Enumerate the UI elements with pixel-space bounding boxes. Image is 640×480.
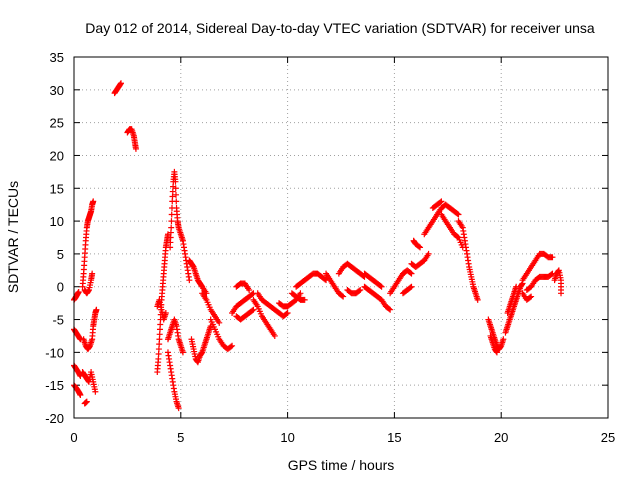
- data-point: [407, 269, 414, 276]
- plot-frame: [73, 56, 609, 419]
- data-point: [357, 287, 364, 294]
- data-point: [89, 270, 96, 277]
- data-point: [92, 388, 99, 395]
- data-point: [417, 244, 424, 251]
- data-point: [117, 80, 124, 87]
- data-point: [548, 271, 555, 278]
- data-point: [455, 211, 462, 218]
- data-point: [558, 290, 565, 297]
- data-point: [437, 199, 444, 206]
- data-point: [168, 218, 175, 225]
- chart-title: Day 012 of 2014, Sidereal Day-to-day VTE…: [85, 20, 595, 36]
- x-tick-label: 15: [387, 430, 401, 445]
- data-point: [172, 185, 179, 192]
- data-point: [132, 145, 139, 152]
- data-point: [93, 306, 100, 313]
- y-axis-label: SDTVAR / TECUs: [5, 181, 21, 293]
- x-tick-label: 20: [494, 430, 508, 445]
- y-tick-label: 5: [57, 247, 64, 262]
- data-point: [227, 343, 234, 350]
- data-point: [249, 291, 256, 298]
- y-tick-label: 0: [57, 280, 64, 295]
- data-point: [321, 276, 328, 283]
- y-tick-label: 30: [50, 83, 64, 98]
- data-point: [387, 306, 394, 313]
- y-tick-label: 10: [50, 214, 64, 229]
- x-tick-label: 5: [177, 430, 184, 445]
- data-point: [407, 284, 414, 291]
- data-point: [179, 349, 186, 356]
- data-point: [454, 210, 461, 217]
- data-point: [454, 233, 461, 240]
- y-tick-label: 35: [50, 50, 64, 65]
- y-tick-label: 15: [50, 181, 64, 196]
- data-point: [168, 224, 175, 231]
- y-tick-labels: -20 -15 -10 -5 0 5 10 15 20 25 30 35: [45, 50, 64, 426]
- data-point: [527, 294, 534, 301]
- data-point: [229, 342, 236, 349]
- data-point: [528, 293, 535, 300]
- data-point: [474, 296, 481, 303]
- y-tick-label: -5: [52, 313, 64, 328]
- data-point: [175, 405, 182, 412]
- data-point: [301, 296, 308, 303]
- data-point: [83, 398, 90, 405]
- data-point: [186, 277, 193, 284]
- data-point: [386, 305, 393, 312]
- data-point: [283, 310, 290, 317]
- data-point: [173, 198, 180, 205]
- data-point: [493, 349, 500, 356]
- y-tick-label: -15: [45, 378, 64, 393]
- data-point: [75, 288, 82, 295]
- data-point: [377, 282, 384, 289]
- x-tick-labels: 0 5 10 15 20 25: [70, 430, 615, 445]
- data-point: [246, 287, 253, 294]
- data-point: [271, 332, 278, 339]
- tick-marks: [73, 56, 609, 419]
- data-point: [408, 283, 415, 290]
- data-point: [425, 250, 432, 257]
- y-tick-label: 20: [50, 148, 64, 163]
- data-point: [168, 211, 175, 218]
- data-point: [356, 287, 363, 294]
- data-point: [438, 198, 445, 205]
- data-point: [162, 309, 169, 316]
- x-tick-label: 0: [70, 430, 77, 445]
- data-point: [77, 392, 84, 399]
- data-point: [549, 254, 556, 261]
- x-tick-label: 10: [280, 430, 294, 445]
- x-tick-label: 25: [601, 430, 615, 445]
- data-point: [339, 292, 346, 299]
- y-tick-label: 25: [50, 116, 64, 131]
- data-point: [284, 309, 291, 316]
- data-point: [249, 307, 256, 314]
- data-point: [500, 336, 507, 343]
- data-point: [378, 283, 385, 290]
- y-tick-label: -20: [45, 411, 64, 426]
- data-point: [90, 198, 97, 205]
- data-point: [415, 243, 422, 250]
- data-points: [71, 80, 565, 412]
- grid: [74, 57, 608, 418]
- data-point: [513, 283, 520, 290]
- data-point: [172, 191, 179, 198]
- data-point: [250, 306, 257, 313]
- data-point: [408, 270, 415, 277]
- data-point: [172, 178, 179, 185]
- data-point: [340, 293, 347, 300]
- data-point: [216, 319, 223, 326]
- data-point: [297, 290, 304, 297]
- y-tick-label: -10: [45, 345, 64, 360]
- x-axis-label: GPS time / hours: [288, 457, 395, 473]
